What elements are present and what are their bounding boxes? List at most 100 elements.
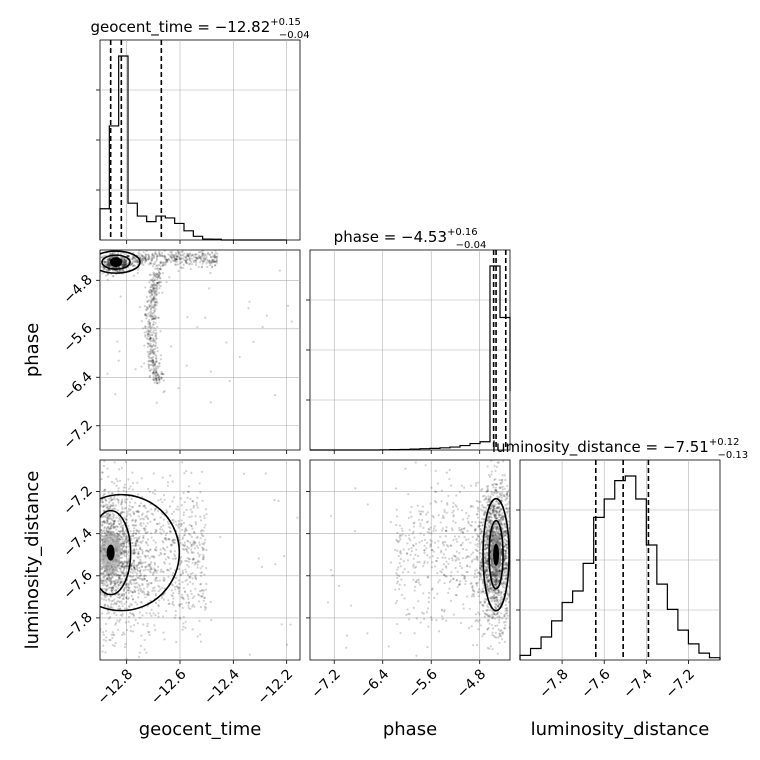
- sample-point: [120, 594, 123, 597]
- sample-point: [192, 603, 195, 606]
- sample-point: [174, 257, 178, 260]
- sample-point: [105, 521, 108, 524]
- sample-point: [489, 522, 493, 525]
- sample-point: [154, 363, 157, 366]
- sample-point: [155, 370, 158, 374]
- sample-point: [110, 265, 113, 268]
- sample-point: [97, 565, 99, 567]
- sample-point: [187, 604, 190, 607]
- sample-point: [201, 542, 204, 545]
- sample-point: [479, 508, 483, 511]
- sample-point: [139, 555, 142, 558]
- sample-point: [199, 633, 202, 636]
- sample-point: [115, 484, 118, 487]
- sample-point: [153, 317, 156, 320]
- sample-point: [106, 503, 109, 507]
- sample-point: [160, 568, 163, 571]
- sample-point: [211, 255, 215, 258]
- sample-point: [150, 368, 153, 371]
- sample-point: [264, 472, 267, 475]
- sample-point: [164, 534, 167, 537]
- sample-point: [122, 595, 125, 598]
- sample-point: [212, 254, 215, 257]
- sample-point: [112, 612, 115, 615]
- sample-point: [153, 304, 156, 307]
- sample-point: [119, 522, 123, 525]
- sample-point: [162, 579, 166, 583]
- sample-point: [493, 582, 497, 586]
- sample-point: [148, 570, 152, 573]
- sample-point: [150, 360, 153, 363]
- sample-point: [190, 535, 193, 538]
- sample-point: [191, 527, 194, 530]
- sample-point: [144, 574, 147, 577]
- sample-point: [490, 623, 494, 627]
- sample-point: [181, 628, 184, 631]
- sample-point: [148, 612, 152, 615]
- sample-point: [492, 525, 495, 528]
- sample-point: [156, 281, 159, 284]
- sample-point: [503, 627, 506, 630]
- sample-point: [122, 262, 125, 265]
- sample-point: [504, 566, 507, 570]
- sample-point: [160, 260, 163, 263]
- sample-point: [147, 255, 151, 258]
- sample-point: [150, 302, 153, 305]
- sample-point: [123, 258, 126, 261]
- sample-point: [169, 345, 173, 348]
- sample-point: [118, 536, 121, 539]
- sample-point: [207, 251, 210, 254]
- sample-point: [489, 645, 492, 648]
- sample-point: [487, 589, 490, 592]
- sample-point: [153, 282, 156, 285]
- sample-point: [108, 580, 111, 583]
- sample-point: [141, 258, 144, 261]
- sample-point: [186, 316, 189, 319]
- sample-point: [124, 460, 128, 463]
- sample-point: [478, 573, 481, 576]
- sample-point: [114, 525, 117, 528]
- sample-point: [498, 570, 502, 573]
- sample-point: [145, 314, 148, 317]
- sample-point: [483, 612, 486, 615]
- sample-point: [117, 584, 120, 587]
- sample-point: [121, 532, 124, 535]
- sample-point: [202, 252, 205, 255]
- sample-point: [197, 600, 201, 603]
- sample-point: [500, 547, 503, 550]
- sample-point: [100, 536, 102, 540]
- sample-point: [133, 256, 136, 259]
- sample-point: [121, 550, 124, 553]
- sample-point: [177, 252, 180, 255]
- sample-point: [495, 500, 498, 503]
- sample-point: [77, 556, 79, 558]
- sample-point: [204, 316, 207, 319]
- sample-point: [213, 256, 216, 259]
- sample-point: [153, 317, 156, 320]
- sample-point: [103, 460, 106, 463]
- sample-point: [154, 252, 157, 256]
- sample-point: [171, 500, 174, 503]
- sample-point: [484, 556, 487, 559]
- sample-point: [92, 568, 94, 570]
- sample-point: [166, 546, 169, 549]
- sample-point: [147, 363, 150, 366]
- sample-point: [490, 537, 494, 541]
- sample-point: [100, 547, 101, 549]
- sample-point: [513, 524, 515, 526]
- sample-point: [125, 259, 128, 262]
- sample-point: [172, 541, 175, 544]
- sample-point: [83, 560, 85, 562]
- sample-point: [481, 588, 484, 591]
- sample-point: [495, 596, 498, 599]
- sample-point: [110, 589, 113, 592]
- sample-point: [119, 525, 122, 529]
- sample-point: [183, 533, 186, 537]
- sample-point: [154, 317, 157, 320]
- sample-point: [153, 306, 156, 309]
- sample-point: [116, 600, 119, 603]
- sample-point: [149, 262, 153, 265]
- sample-point: [489, 520, 492, 523]
- sample-point: [153, 368, 157, 371]
- sample-point: [144, 525, 148, 528]
